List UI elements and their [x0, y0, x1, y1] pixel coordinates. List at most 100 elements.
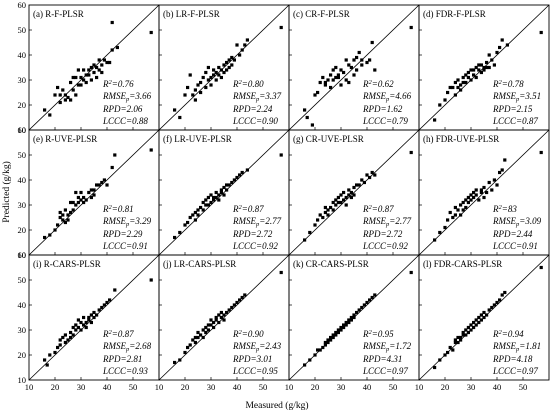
data-point [82, 195, 86, 200]
data-point [492, 303, 496, 307]
stat-lccc: LCCC=0.90 [232, 116, 278, 126]
stat-rmse: RMSEp=3.66 [102, 91, 152, 103]
data-point [482, 195, 486, 200]
data-point [222, 185, 226, 190]
data-point [474, 323, 478, 327]
data-point [347, 320, 351, 325]
stat-r2: R2=0.95 [362, 329, 394, 339]
data-point [490, 305, 494, 310]
data-point [347, 188, 351, 192]
data-point [84, 320, 88, 325]
data-point [461, 80, 465, 85]
data-point [238, 53, 242, 57]
data-point [219, 190, 223, 195]
x-tick-label: 40 [363, 382, 372, 392]
data-point [498, 45, 502, 50]
data-point [326, 338, 330, 342]
data-point [105, 300, 109, 305]
data-point [479, 188, 483, 192]
stat-r2: R2=0.81 [102, 204, 134, 214]
stat-rpd: RPD=2.15 [492, 104, 533, 114]
data-point [48, 113, 52, 117]
data-point [360, 178, 364, 182]
data-point [92, 193, 96, 197]
scatter-panel: 10 20 30 40 50 (l) FDR-CARS-PLSR R2=0.94 RMSEp=… [415, 254, 550, 392]
data-point [500, 38, 504, 42]
stat-lccc: LCCC=0.93 [102, 366, 148, 376]
data-point [58, 93, 62, 97]
data-point [347, 63, 351, 67]
data-point [318, 348, 322, 352]
data-point [334, 330, 338, 335]
data-point [201, 200, 205, 205]
data-point [240, 295, 244, 300]
stat-rmse: RMSEp=1.72 [362, 341, 412, 353]
stat-r2: R2=0.87 [232, 204, 264, 214]
data-point [336, 200, 340, 205]
data-point [69, 210, 73, 215]
panel-title: (f) LR-UVE-PLSR [163, 134, 232, 144]
panel-title: (l) FDR-CARS-PLSR [423, 259, 502, 269]
data-point [110, 20, 114, 25]
data-point [149, 278, 153, 282]
data-point [464, 328, 468, 332]
x-tick-label: 40 [493, 382, 502, 392]
data-point [95, 183, 99, 187]
data-point [336, 75, 340, 80]
data-point [355, 310, 359, 315]
data-point [461, 200, 465, 205]
data-point [115, 45, 119, 50]
data-point [485, 313, 489, 317]
stat-lccc: LCCC=0.87 [492, 116, 538, 126]
data-point [204, 203, 208, 207]
data-point [482, 185, 486, 190]
data-point [352, 315, 356, 320]
data-point [89, 313, 93, 317]
stat-r2: R2=0.76 [102, 79, 134, 89]
data-point [108, 60, 112, 65]
y-tick-label: 20 [18, 100, 27, 110]
data-point [456, 85, 460, 90]
data-point [87, 68, 91, 72]
data-point [339, 328, 343, 332]
data-point [433, 118, 437, 122]
panel-title: (d) FDR-F-PLSR [423, 9, 486, 19]
data-point [464, 198, 468, 202]
x-tick-label: 40 [233, 382, 242, 392]
data-point [349, 195, 353, 200]
stat-r2: R2=0.78 [492, 79, 524, 89]
data-point [199, 80, 203, 85]
data-point [329, 335, 333, 340]
data-point [308, 230, 312, 235]
data-point [178, 358, 182, 362]
y-tick-label: 40 [18, 50, 27, 60]
data-point [479, 70, 483, 75]
stat-lccc: LCCC=0.91 [492, 241, 538, 251]
data-point [446, 350, 450, 355]
data-point [95, 313, 99, 317]
data-point [438, 358, 442, 362]
data-point [433, 365, 437, 370]
data-point [318, 213, 322, 217]
data-point [362, 180, 366, 185]
stat-r2: R2=0.87 [362, 204, 394, 214]
data-point [97, 58, 101, 62]
data-point [76, 68, 80, 72]
data-point [69, 200, 73, 205]
x-tick-label: 30 [77, 382, 86, 392]
data-point [66, 213, 70, 217]
data-point [232, 303, 236, 307]
y-tick-label: 30 [18, 325, 27, 335]
data-point [89, 65, 93, 70]
data-point [222, 313, 226, 317]
data-point [342, 325, 346, 330]
data-point [492, 63, 496, 67]
stat-rpd: RPD=2.44 [492, 229, 533, 239]
data-point [466, 325, 470, 330]
stat-lccc: LCCC=0.95 [232, 366, 278, 376]
data-point [58, 210, 62, 215]
data-point [84, 325, 88, 330]
data-point [487, 308, 491, 312]
data-point [482, 68, 486, 72]
stat-r2: R2=0.80 [232, 79, 264, 89]
